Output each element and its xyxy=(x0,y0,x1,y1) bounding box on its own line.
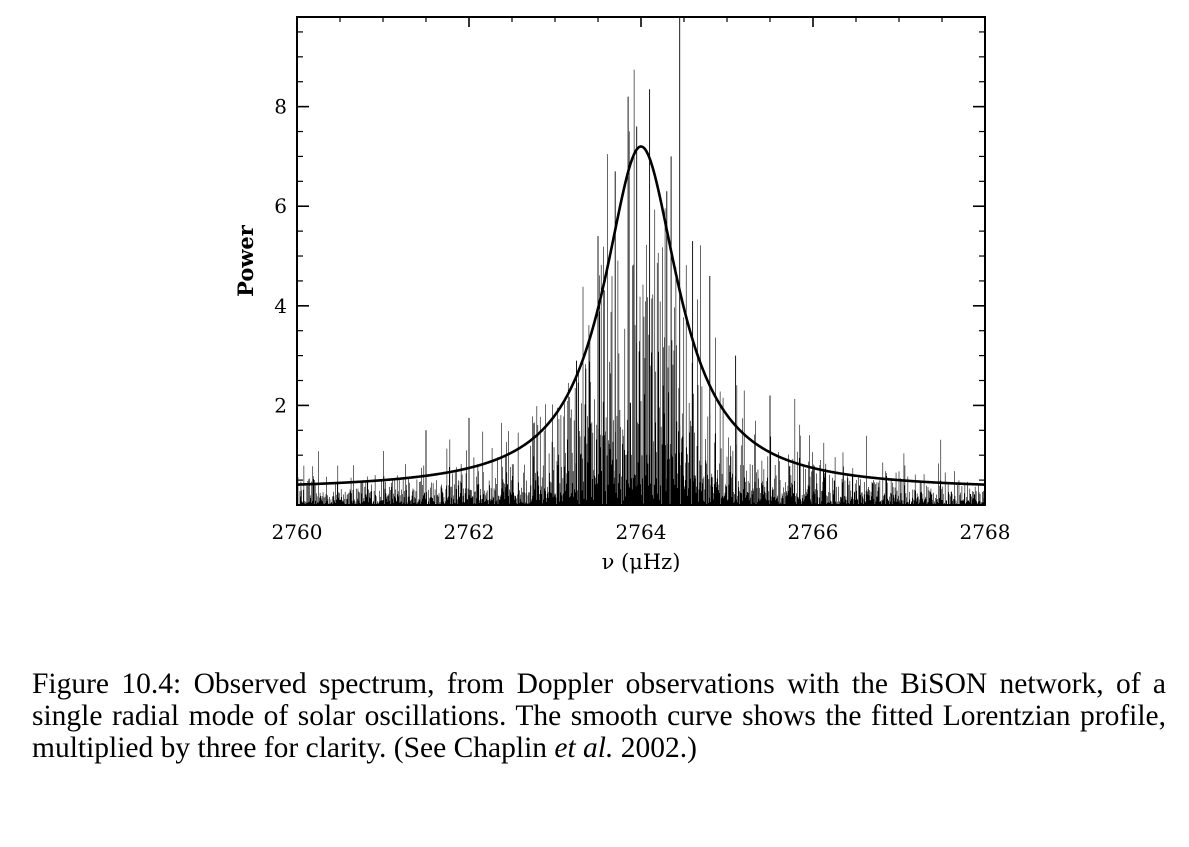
caption-italic: et al. xyxy=(554,732,614,764)
figure-caption: Figure 10.4: Observed spectrum, from Dop… xyxy=(32,668,1166,764)
x-tick-label: 2764 xyxy=(616,520,667,544)
y-tick-label: 6 xyxy=(274,194,287,218)
spectrum-chart: 2760 2762 2764 2766 2768 2 4 6 8 ν (μHz) Power xyxy=(233,16,1011,574)
x-tick-label: 2768 xyxy=(960,520,1011,544)
y-axis-label: Power xyxy=(233,224,258,297)
y-tick-label: 2 xyxy=(274,393,287,417)
y-tick-label: 4 xyxy=(274,294,287,318)
caption-text-end: 2002.) xyxy=(613,732,697,764)
x-axis-label: ν (μHz) xyxy=(602,550,681,574)
axis-tick-labels: 2760 2762 2764 2766 2768 2 4 6 8 xyxy=(272,95,1011,544)
spectrum-noise xyxy=(297,69,985,505)
x-tick-label: 2766 xyxy=(788,520,839,544)
x-tick-label: 2762 xyxy=(444,520,495,544)
y-tick-label: 8 xyxy=(274,95,287,119)
axis-ticks xyxy=(296,17,986,505)
caption-text: Figure 10.4: Observed spectrum, from Dop… xyxy=(32,668,1166,764)
observed-spectrum xyxy=(297,17,985,505)
x-tick-label: 2760 xyxy=(272,520,323,544)
lorentzian-fit-curve xyxy=(297,145,985,486)
